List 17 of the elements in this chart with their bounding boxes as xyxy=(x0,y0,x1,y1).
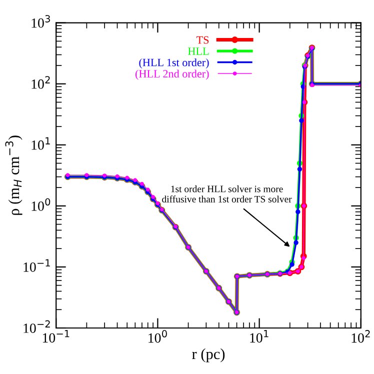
legend-label: HLL xyxy=(188,48,209,55)
y-tick-label: 10$^{0}$ xyxy=(32,198,50,211)
y-tick-label: 10$^{2}$ xyxy=(32,76,50,89)
legend-label: (HLL 2nd order) xyxy=(136,70,209,80)
x-tick-label: 10$^{0}$ xyxy=(148,330,167,343)
annotation: 1st order HLL solver is more diffusive than 1st order TS solver xyxy=(162,185,292,202)
y-tick-label: 10$^{−1}$ xyxy=(24,259,50,272)
legend-label: TS xyxy=(196,36,209,44)
x-tick-label: 10$^{−1}$ xyxy=(42,330,70,343)
y-tick-label: 10$^{−2}$ xyxy=(24,320,50,333)
x-tick-label: 10$^{2}$ xyxy=(352,330,370,343)
legend-label: (HLL 1st order) xyxy=(139,58,209,69)
y-tick-label: 10$^{3}$ xyxy=(32,15,50,28)
y-tick-label: 10$^{1}$ xyxy=(32,137,50,150)
x-axis-title: r (pc) xyxy=(192,348,225,362)
y-axis-title: ρ (m$_{H}$ cm$^{−3}$) xyxy=(5,136,22,215)
x-tick-label: 10$^{1}$ xyxy=(250,330,268,343)
